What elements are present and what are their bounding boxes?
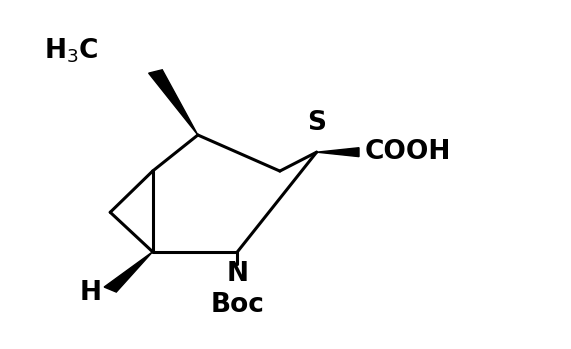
Text: Boc: Boc (211, 292, 264, 318)
Text: N: N (227, 261, 248, 287)
Text: COOH: COOH (365, 139, 451, 165)
Text: H$_3$C: H$_3$C (45, 37, 99, 65)
Polygon shape (316, 148, 359, 157)
Polygon shape (148, 70, 198, 135)
Text: H: H (79, 280, 102, 306)
Text: S: S (307, 110, 326, 136)
Polygon shape (104, 252, 152, 292)
